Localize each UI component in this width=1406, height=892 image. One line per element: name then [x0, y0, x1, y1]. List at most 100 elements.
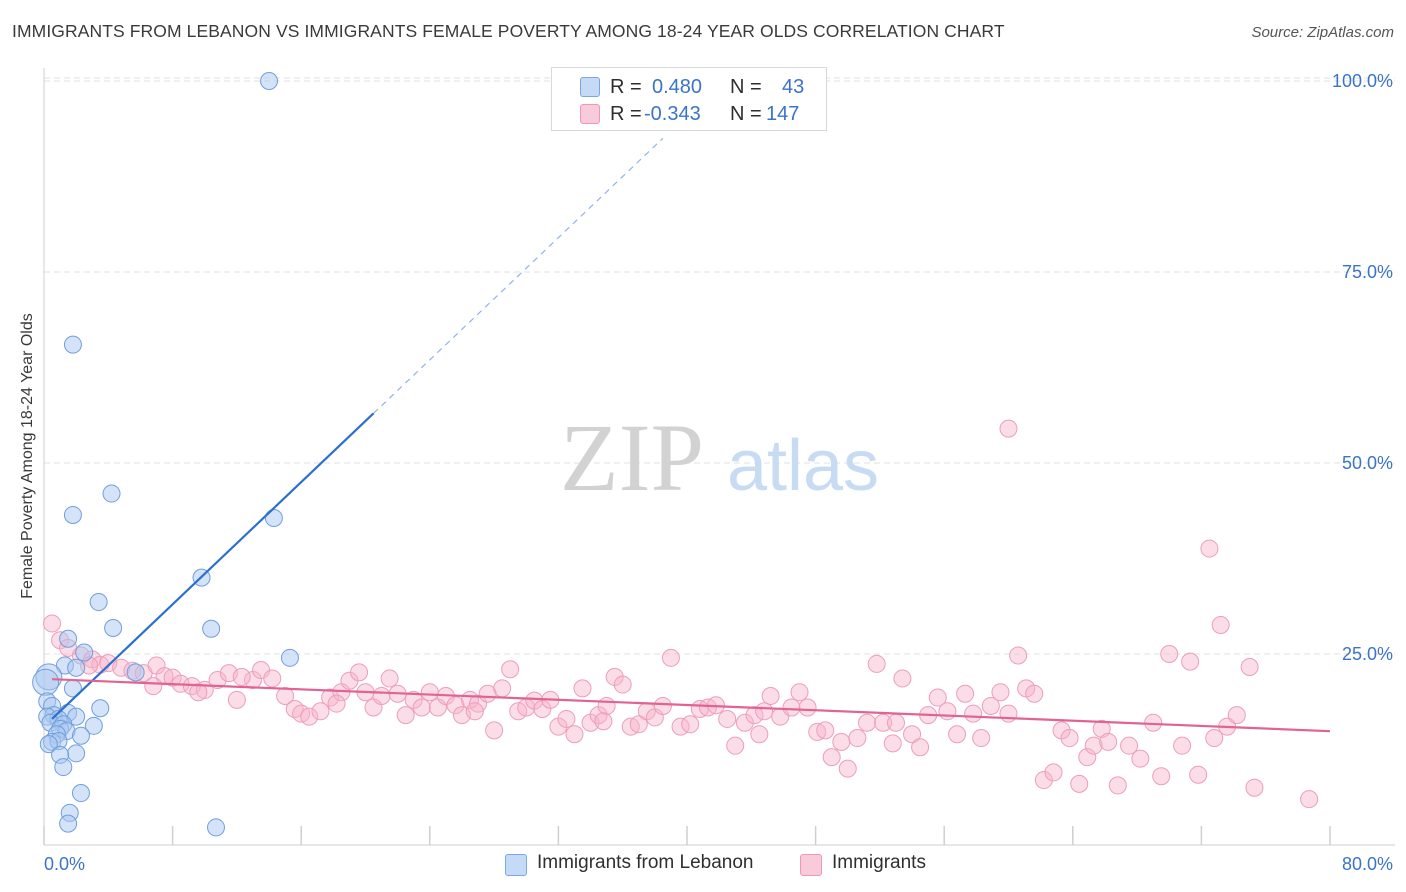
- data-point-immigrants: [838, 759, 857, 778]
- data-point-immigrants: [726, 736, 745, 755]
- data-point-immigrants: [903, 725, 922, 744]
- data-point-lebanon: [71, 784, 90, 803]
- data-point-immigrants: [948, 725, 967, 744]
- bottom-legend-label: Immigrants from Lebanon: [537, 852, 754, 873]
- data-point-immigrants: [594, 712, 613, 731]
- data-point-immigrants: [396, 706, 415, 725]
- data-point-immigrants: [1240, 657, 1259, 676]
- data-point-immigrants: [227, 690, 246, 709]
- data-point-immigrants: [465, 702, 484, 721]
- legend-swatch-lebanon: [580, 77, 600, 97]
- legend-n-value: 43: [782, 76, 805, 98]
- data-point-immigrants: [493, 679, 512, 698]
- data-point-lebanon: [71, 726, 90, 745]
- legend-n-label: N =: [730, 103, 762, 125]
- data-point-lebanon: [59, 814, 78, 833]
- data-point-immigrants: [991, 683, 1010, 702]
- data-point-immigrants: [832, 732, 851, 751]
- chart-title: IMMIGRANTS FROM LEBANON VS IMMIGRANTS FE…: [12, 21, 1005, 41]
- tick-labels: 25.0% 50.0% 75.0% 100.0% 0.0% 80.0%: [44, 71, 1393, 874]
- data-point-lebanon: [89, 593, 108, 612]
- legend-r-label: R =: [610, 76, 642, 98]
- data-point-immigrants: [1070, 774, 1089, 793]
- data-point-immigrants: [816, 721, 835, 740]
- data-point-immigrants: [661, 648, 680, 667]
- series-immigrants: [43, 419, 1319, 809]
- y-tick-label: 25.0%: [1342, 644, 1393, 664]
- data-point-immigrants: [1025, 684, 1044, 703]
- data-point-lebanon: [126, 663, 145, 682]
- data-point-immigrants: [1160, 645, 1179, 663]
- bottom-legend-swatch-lebanon: [505, 854, 527, 876]
- data-point-lebanon: [59, 629, 78, 648]
- trend-lines: [51, 137, 1331, 733]
- data-point-immigrants: [886, 713, 905, 732]
- data-point-immigrants: [1181, 652, 1200, 671]
- data-point-immigrants: [681, 715, 700, 734]
- data-point-immigrants: [1211, 615, 1230, 634]
- legend-r-label: R =: [610, 103, 642, 125]
- data-point-immigrants: [761, 687, 780, 706]
- data-point-immigrants: [573, 679, 592, 698]
- data-point-lebanon: [67, 744, 86, 763]
- data-point-immigrants: [144, 677, 163, 696]
- data-point-lebanon: [260, 72, 279, 90]
- data-point-immigrants: [263, 669, 282, 688]
- trend-line-lebanon: [51, 412, 375, 720]
- data-point-lebanon: [75, 643, 94, 662]
- data-point-immigrants: [380, 669, 399, 688]
- y-tick-label: 75.0%: [1342, 262, 1393, 282]
- data-point-immigrants: [1300, 790, 1319, 809]
- data-point-immigrants: [1034, 771, 1053, 790]
- data-point-immigrants: [653, 696, 672, 715]
- data-point-immigrants: [956, 684, 975, 703]
- correlation-legend: R = 0.480 N = 43 R = -0.343 N = 147: [551, 67, 827, 131]
- bottom-legend-swatch-immigrants: [800, 854, 822, 876]
- data-point-immigrants: [1245, 778, 1264, 797]
- data-point-lebanon: [67, 658, 86, 677]
- data-point-immigrants: [928, 688, 947, 707]
- grid-lines: [44, 77, 1395, 655]
- data-point-immigrants: [1120, 736, 1139, 755]
- watermark-zip: ZIP: [560, 404, 704, 511]
- data-point-lebanon: [84, 716, 103, 735]
- data-point-immigrants: [43, 614, 62, 633]
- data-point-immigrants: [718, 709, 737, 728]
- data-point-immigrants: [1092, 719, 1111, 738]
- y-tick-label: 50.0%: [1342, 453, 1393, 473]
- x-tick-label: 0.0%: [44, 854, 85, 874]
- data-point-immigrants: [327, 694, 346, 713]
- data-point-lebanon: [104, 619, 123, 638]
- data-point-immigrants: [300, 707, 319, 726]
- data-point-lebanon: [32, 668, 60, 696]
- data-point-immigrants: [501, 660, 520, 679]
- data-point-immigrants: [782, 698, 801, 717]
- data-point-immigrants: [999, 419, 1018, 438]
- trend-line-immigrants: [51, 678, 1331, 733]
- data-point-immigrants: [1173, 736, 1192, 755]
- data-point-immigrants: [938, 702, 957, 721]
- data-point-immigrants: [848, 729, 867, 748]
- data-point-immigrants: [1152, 767, 1171, 786]
- data-point-immigrants: [1131, 749, 1150, 768]
- data-point-lebanon: [54, 758, 73, 777]
- data-point-immigrants: [412, 698, 431, 717]
- data-point-immigrants: [874, 713, 893, 732]
- data-point-immigrants: [858, 713, 877, 732]
- data-point-immigrants: [972, 729, 991, 748]
- data-point-immigrants: [964, 704, 983, 723]
- data-point-immigrants: [1084, 736, 1103, 755]
- data-point-immigrants: [1189, 765, 1208, 784]
- data-point-lebanon: [91, 699, 110, 718]
- data-point-immigrants: [276, 687, 295, 706]
- x-tick-label: 80.0%: [1342, 854, 1393, 874]
- legend-row-immigrants: R = -0.343 N = 147: [610, 103, 799, 125]
- legend-n-label: N =: [730, 76, 762, 98]
- data-point-immigrants: [1009, 646, 1028, 665]
- y-axis-label: Female Poverty Among 18-24 Year Olds: [19, 313, 36, 599]
- data-point-immigrants: [745, 706, 764, 725]
- data-point-immigrants: [597, 696, 616, 715]
- data-point-immigrants: [565, 725, 584, 744]
- data-point-immigrants: [420, 683, 439, 702]
